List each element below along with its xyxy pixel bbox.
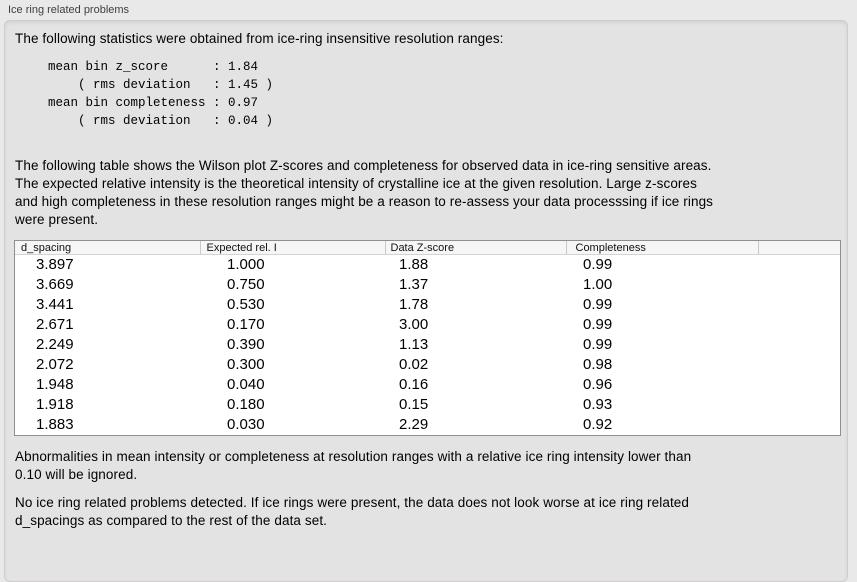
table-cell-spacer: [758, 355, 840, 375]
table-cell: 0.99: [583, 296, 613, 313]
table-description: The following table shows the Wilson plo…: [15, 158, 714, 227]
panel-title: Ice ring related problems: [8, 4, 130, 16]
table-cell: 3.897: [36, 256, 74, 273]
table-cell: 0.180: [227, 396, 265, 413]
table-cell: 1.883: [36, 416, 74, 433]
table-cell: 0.92: [583, 416, 613, 433]
table-cell-spacer: [758, 295, 840, 315]
table-cell: 1.78: [399, 296, 429, 313]
table-cell: 2.29: [399, 416, 429, 433]
table-cell: 0.300: [227, 356, 265, 373]
table-cell-spacer: [758, 335, 840, 355]
table-row[interactable]: 3.897 1.000 1.88 0.99: [15, 255, 840, 276]
table-row[interactable]: 2.072 0.300 0.02 0.98: [15, 355, 840, 375]
intro-text: The following statistics were obtained f…: [15, 31, 504, 46]
table-cell-spacer: [758, 415, 840, 435]
table-body: 3.897 1.000 1.88 0.99 3.669 0.750 1.37 1.00 3.44…: [15, 255, 840, 436]
table-cell: 0.93: [583, 396, 613, 413]
ignore-note: Abnormalities in mean intensity or compl…: [15, 449, 692, 482]
table-cell: 3.669: [36, 276, 74, 293]
table-header-row: d_spacing Expected rel. I Data Z-score C…: [15, 241, 840, 255]
table-row[interactable]: 3.441 0.530 1.78 0.99: [15, 295, 840, 315]
column-header-expected-rel-i[interactable]: Expected rel. I: [199, 241, 385, 255]
ice-ring-panel: The following statistics were obtained f…: [4, 20, 848, 582]
result-text: No ice ring related problems detected. I…: [15, 495, 690, 528]
table-row[interactable]: 3.669 0.750 1.37 1.00: [15, 275, 840, 295]
column-header-data-z-score[interactable]: Data Z-score: [384, 241, 566, 255]
table-cell: 1.948: [36, 376, 74, 393]
table-cell: 1.000: [227, 256, 265, 273]
table-cell: 1.88: [399, 256, 429, 273]
ice-ring-data-table: d_spacing Expected rel. I Data Z-score C…: [15, 241, 840, 435]
table-cell: 3.441: [36, 296, 74, 313]
table-cell: 0.02: [399, 356, 429, 373]
table-cell: 1.37: [399, 276, 429, 293]
table-cell: 0.15: [399, 396, 429, 413]
table-cell: 0.530: [227, 296, 265, 313]
table-cell: 1.918: [36, 396, 74, 413]
table-cell: 0.99: [583, 336, 613, 353]
table-cell: 0.750: [227, 276, 265, 293]
table-cell: 0.96: [583, 376, 613, 393]
table-cell-spacer: [758, 315, 840, 335]
table-cell: 3.00: [399, 316, 429, 333]
table-row[interactable]: 2.249 0.390 1.13 0.99: [15, 335, 840, 355]
table-cell: 2.072: [36, 356, 74, 373]
table-cell: 1.13: [399, 336, 429, 353]
table-cell: 0.170: [227, 316, 265, 333]
table-cell: 0.98: [583, 356, 613, 373]
table-cell: 0.040: [227, 376, 265, 393]
column-header-spacer: [757, 241, 840, 255]
table-row[interactable]: 2.671 0.170 3.00 0.99: [15, 315, 840, 335]
table-row[interactable]: 1.883 0.030 2.29 0.92: [15, 415, 840, 435]
table-cell: 0.99: [583, 316, 613, 333]
table-cell: 0.390: [227, 336, 265, 353]
column-header-d-spacing[interactable]: d_spacing: [15, 241, 200, 255]
table-row[interactable]: 1.948 0.040 0.16 0.96: [15, 375, 840, 395]
table-cell: 0.030: [227, 416, 265, 433]
table-cell: 2.671: [36, 316, 74, 333]
table-row[interactable]: 1.918 0.180 0.15 0.93: [15, 395, 840, 415]
column-header-completeness[interactable]: Completeness: [565, 241, 758, 255]
table-cell: 0.99: [583, 256, 613, 273]
table-cell: 2.249: [36, 336, 74, 353]
table-cell: 1.00: [583, 276, 613, 293]
table-cell-spacer: [758, 275, 840, 295]
table-cell-spacer: [758, 395, 840, 415]
table-cell: 0.16: [399, 376, 429, 393]
ice-ring-table: d_spacing Expected rel. I Data Z-score C…: [14, 240, 841, 436]
stats-block: mean bin z_score : 1.84 ( rms deviation …: [48, 60, 274, 128]
table-cell-spacer: [758, 375, 840, 395]
table-cell-spacer: [758, 255, 840, 276]
